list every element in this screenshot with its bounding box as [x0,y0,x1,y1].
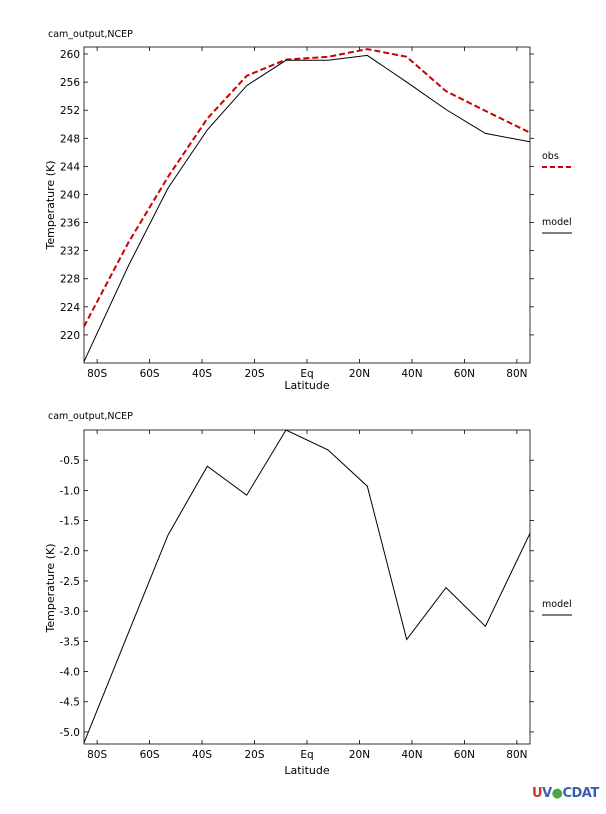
bottom-y-tick-label: -4.5 [60,697,81,709]
top-x-tick-label: 60N [454,368,475,380]
top-y-tick-label: 248 [60,133,80,145]
top-y-tick-label: 260 [60,49,80,61]
top-y-axis-title: Temperature (K) [44,161,57,251]
top-series-obs [83,48,531,327]
bottom-x-tick-label: 60N [454,749,475,761]
bottom-y-tick-label: -4.0 [60,667,81,679]
bottom-x-tick-label: Eq [300,749,313,761]
top-y-tick-label: 240 [60,189,80,201]
bottom-x-tick-label: 40S [192,749,212,761]
logo-cdat: CDAT [562,786,599,801]
top-x-ticks: 80S 60S 40S 20S Eq 20N 40N 60N 80N [87,47,527,380]
bottom-plot-frame [83,429,531,745]
top-x-tick-label: Eq [300,368,313,380]
top-y-tick-label: 244 [60,161,80,173]
top-y-tick-label: 224 [60,302,80,314]
top-series-model [83,54,531,362]
bottom-plot-title: cam_output,NCEP [48,411,133,422]
bottom-y-tick-label: -2.0 [60,546,81,558]
logo-u: U [532,786,543,801]
top-plot-title: cam_output,NCEP [48,29,133,40]
bottom-x-tick-label: 60S [140,749,160,761]
bottom-y-tick-label: -5.0 [60,727,81,739]
bottom-y-tick-label: -3.0 [60,606,81,618]
bottom-x-axis-title: Latitude [284,764,330,777]
bottom-y-tick-label: -1.5 [60,516,81,528]
top-y-tick-label: 256 [60,77,80,89]
bottom-legend: model [542,599,572,616]
bottom-series-lines [83,429,531,743]
bottom-plot: cam_output,NCEP 80S 60S 40S 20S Eq 20N 40N 60N 8… [44,411,572,777]
top-y-tick-label: 252 [60,105,80,117]
top-legend: obs model [542,151,572,234]
top-legend-model-label: model [542,217,572,228]
top-x-tick-label: 40N [401,368,422,380]
top-x-tick-label: 80N [506,368,527,380]
top-x-tick-label: 40S [192,368,212,380]
bottom-x-tick-label: 80S [87,749,107,761]
bottom-y-ticks: -0.5 -1.0 -1.5 -2.0 -2.5 -3.0 -3.5 -4.0 -4.5 -5.0 [60,455,534,739]
bottom-y-tick-label: -0.5 [60,455,81,467]
top-y-tick-label: 228 [60,274,80,286]
logo-globe-icon: ● [551,786,563,801]
top-y-tick-label: 236 [60,218,80,230]
top-x-tick-label: 20N [349,368,370,380]
bottom-x-tick-label: 20N [349,749,370,761]
bottom-x-tick-label: 20S [245,749,265,761]
top-legend-obs-label: obs [542,151,559,162]
bottom-legend-model-label: model [542,599,572,610]
bottom-x-tick-label: 80N [506,749,527,761]
top-y-tick-label: 232 [60,246,80,258]
bottom-y-tick-label: -3.5 [60,636,81,648]
bottom-y-axis-title: Temperature (K) [44,544,57,634]
bottom-y-tick-label: -2.5 [60,576,81,588]
bottom-x-tick-label: 40N [401,749,422,761]
top-y-tick-label: 220 [60,330,80,342]
top-plot: cam_output,NCEP 80S 60S 40S 20S Eq 20N 40N 60N 8… [44,29,572,392]
bottom-x-ticks: 80S 60S 40S 20S Eq 20N 40N 60N 80N [87,430,527,761]
bottom-series-model [83,429,531,743]
top-x-tick-label: 20S [245,368,265,380]
top-y-ticks: 220 224 228 232 236 240 244 248 252 256 260 [60,49,534,342]
bottom-y-tick-label: -1.0 [60,485,81,497]
top-x-tick-label: 60S [140,368,160,380]
top-x-axis-title: Latitude [284,379,330,392]
top-x-tick-label: 80S [87,368,107,380]
top-series-lines [83,48,531,362]
uvcdat-logo: UV●CDAT [532,786,599,801]
logo-v: V [542,786,552,801]
